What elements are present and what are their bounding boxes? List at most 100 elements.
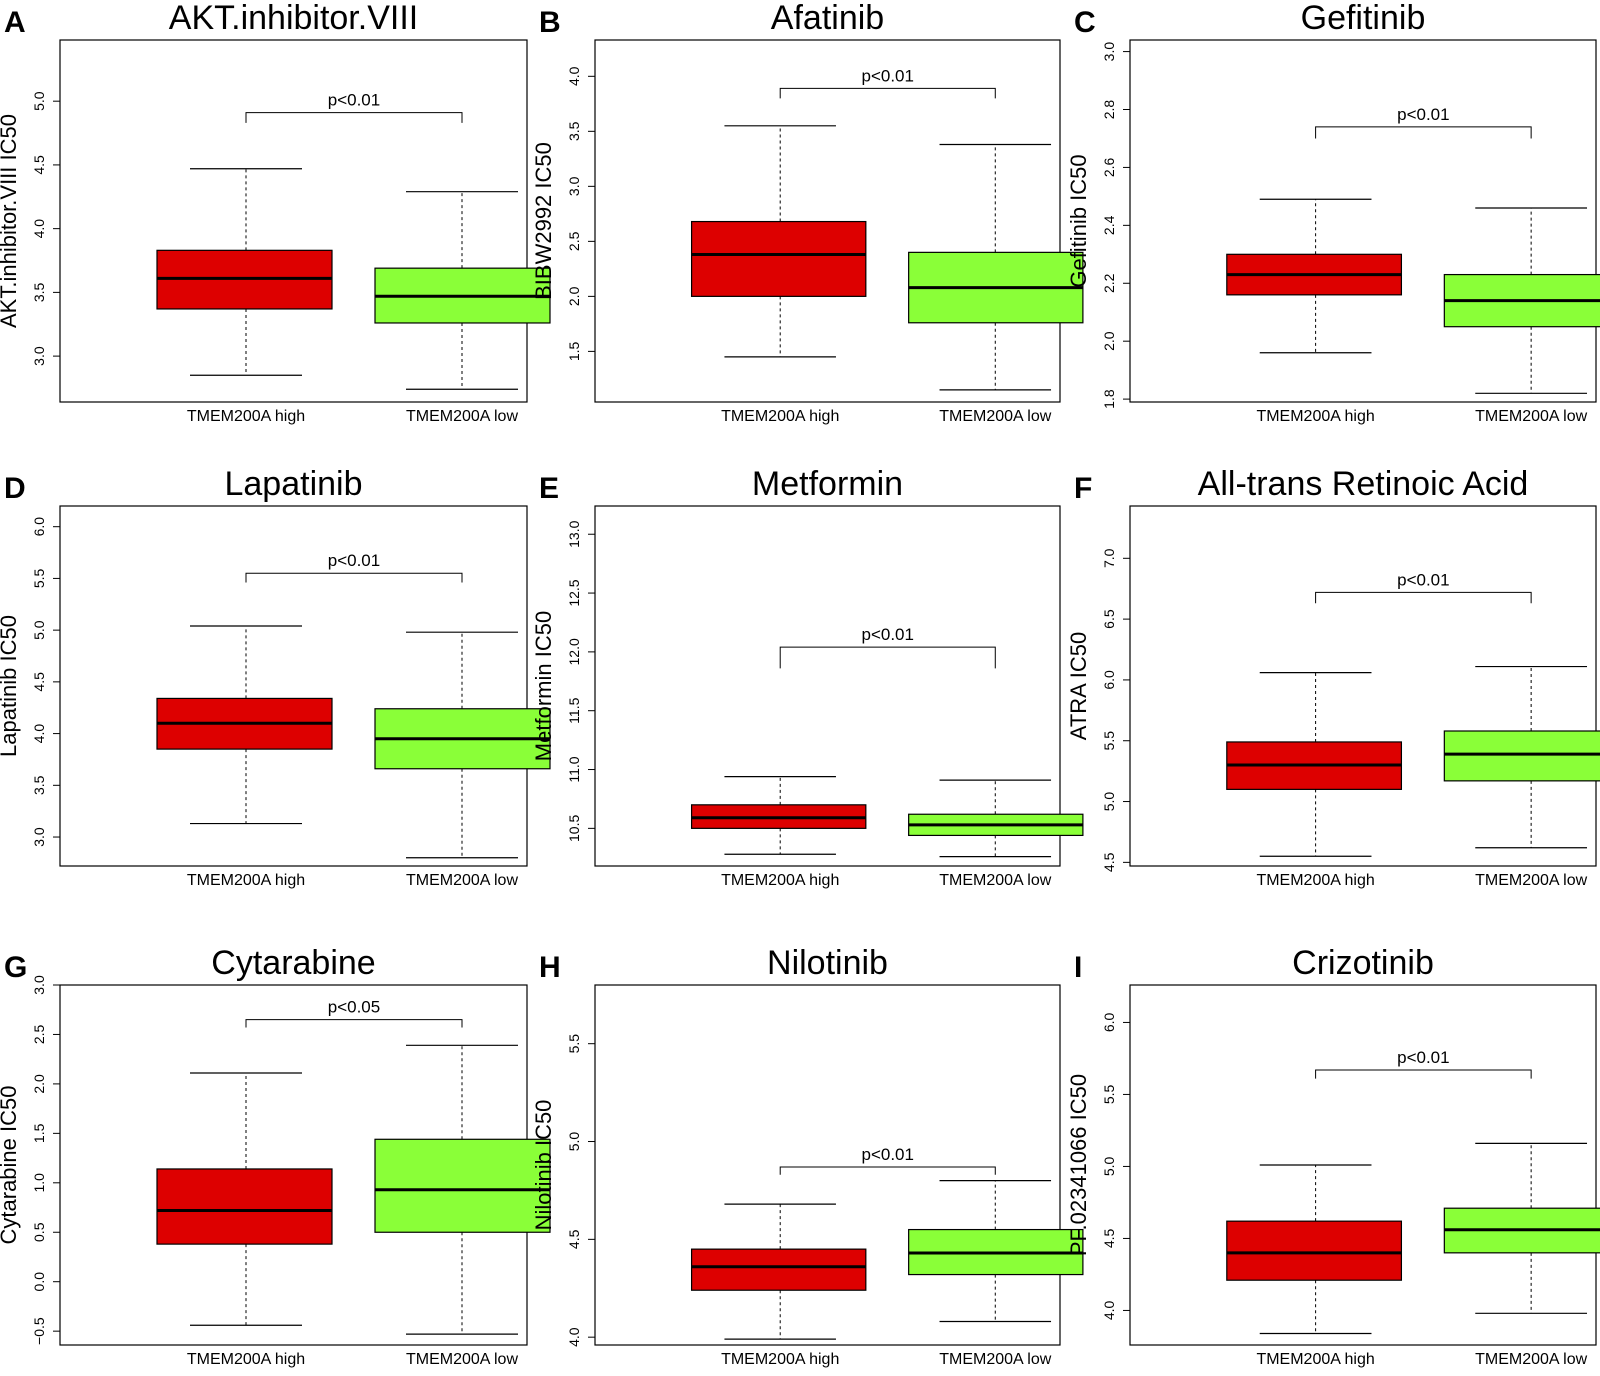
- panel-title: Crizotinib: [1292, 944, 1434, 982]
- plot-frame: [594, 984, 1061, 1346]
- y-tick-label: 5.0: [1101, 1156, 1117, 1176]
- panel-letter: E: [539, 472, 559, 505]
- panel-a: A AKT.inhibitor.VIII AKT.inhibitor.VIII IC…: [0, 0, 551, 425]
- box-high: [1226, 198, 1403, 354]
- y-tick-label: 5.5: [1101, 731, 1117, 751]
- y-tick-label: 5.5: [566, 1034, 582, 1054]
- box-high: [1226, 672, 1403, 857]
- y-tick-label: 3.5: [31, 282, 47, 302]
- panel-letter: F: [1074, 472, 1092, 505]
- p-value-label: p<0.01: [1397, 105, 1449, 124]
- p-value-label: p<0.01: [328, 551, 380, 570]
- y-tick-label: 6.0: [1101, 670, 1117, 690]
- y-tick-label: 0.5: [31, 1222, 47, 1242]
- y-tick-label: 2.0: [566, 286, 582, 306]
- plot-frame: [1129, 39, 1597, 403]
- y-tick-label: 1.0: [31, 1173, 47, 1193]
- box-low: [908, 1180, 1084, 1323]
- significance-bracket: [245, 1019, 463, 1028]
- y-tick-label: 7.0: [1101, 548, 1117, 568]
- significance-bracket: [245, 112, 463, 123]
- p-value-label: p<0.01: [861, 66, 913, 85]
- panel-letter: D: [4, 472, 26, 505]
- panel-b: B Afatinib BIBW2992 IC50 1.5 2.0 2.5 3.0 3.5 4.0…: [531, 0, 1084, 425]
- p-value-label: p<0.01: [1397, 1048, 1449, 1067]
- x-tick-label: TMEM200A low: [406, 1351, 518, 1368]
- y-tick-label: 4.0: [566, 66, 582, 86]
- box-low: [1443, 1142, 1600, 1314]
- box-high: [1226, 1164, 1403, 1335]
- x-tick-label: TMEM200A high: [187, 1351, 305, 1368]
- box-low: [1443, 207, 1600, 394]
- plot-frame: [594, 505, 1061, 867]
- panel-letter: I: [1074, 951, 1082, 984]
- y-axis-label: Lapatinib IC50: [0, 615, 21, 757]
- box-high: [156, 625, 333, 825]
- y-tick-label: 1.8: [1101, 389, 1117, 409]
- y-tick-label: 1.5: [31, 1123, 47, 1143]
- x-tick-label: TMEM200A low: [1475, 408, 1587, 425]
- plot-frame: [59, 505, 528, 867]
- plot-frame: [1129, 505, 1597, 867]
- y-tick-label: 4.0: [31, 724, 47, 744]
- panel-title: Gefitinib: [1301, 0, 1426, 37]
- x-tick-label: TMEM200A low: [1475, 1351, 1587, 1368]
- y-tick-label: 12.5: [566, 579, 582, 606]
- panel-letter: B: [539, 6, 561, 39]
- panel-title: AKT.inhibitor.VIII: [169, 0, 418, 37]
- panel-title: All-trans Retinoic Acid: [1198, 465, 1529, 503]
- box-low: [374, 631, 551, 859]
- box-high: [690, 775, 867, 855]
- box-iqr: [690, 220, 867, 297]
- p-value-label: p<0.01: [328, 91, 380, 110]
- significance-bracket: [1315, 126, 1532, 139]
- panel-e: E Metformin Metformin IC50 10.5 11.0 11.5 12.0…: [531, 465, 1084, 889]
- y-tick-label: 6.0: [1101, 1012, 1117, 1032]
- significance-bracket: [1315, 1069, 1532, 1079]
- y-tick-label: 2.0: [31, 1074, 47, 1094]
- p-value-label: p<0.01: [861, 625, 913, 644]
- panel-d: D Lapatinib Lapatinib IC50 3.0 3.5 4.0 4.5 5.0 5…: [0, 465, 551, 889]
- panel-title: Lapatinib: [224, 465, 362, 503]
- y-axis-label: AKT.inhibitor.VIII IC50: [0, 114, 21, 328]
- y-tick-label: 6.0: [31, 517, 47, 537]
- significance-bracket: [1315, 591, 1532, 604]
- p-value-label: p<0.05: [328, 998, 380, 1017]
- panel-i: I Crizotinib PF.02341066 IC50 4.0 4.5 5.0 5.5 6…: [1066, 944, 1600, 1368]
- p-value-label: p<0.01: [1397, 570, 1449, 589]
- significance-bracket: [245, 572, 463, 583]
- y-axis-label: Metformin IC50: [531, 611, 556, 761]
- x-tick-label: TMEM200A high: [1256, 872, 1374, 889]
- box-high: [156, 168, 333, 376]
- y-tick-label: 2.5: [31, 1025, 47, 1045]
- y-axis-label: PF.02341066 IC50: [1066, 1074, 1091, 1256]
- y-tick-label: 5.5: [31, 568, 47, 588]
- y-tick-label: 3.0: [31, 975, 47, 995]
- y-tick-label: 2.0: [1101, 331, 1117, 351]
- box-high: [690, 125, 867, 358]
- panel-letter: H: [539, 951, 561, 984]
- x-tick-label: TMEM200A high: [1256, 408, 1374, 425]
- significance-bracket: [779, 646, 996, 669]
- panel-c: C Gefitinib Gefitinib IC50 1.8 2.0 2.2 2.4 2.6 2…: [1066, 0, 1600, 425]
- x-tick-label: TMEM200A low: [939, 872, 1051, 889]
- panel-letter: A: [4, 6, 26, 39]
- y-tick-label: 11.0: [566, 756, 582, 782]
- y-tick-label: 5.5: [1101, 1084, 1117, 1104]
- x-tick-label: TMEM200A high: [721, 872, 839, 889]
- y-axis-label: Gefitinib IC50: [1066, 154, 1091, 287]
- y-tick-label: −0.5: [31, 1317, 47, 1345]
- y-tick-label: 4.0: [566, 1327, 582, 1347]
- x-tick-label: TMEM200A low: [406, 872, 518, 889]
- x-tick-label: TMEM200A low: [939, 408, 1051, 425]
- plot-frame: [59, 39, 528, 403]
- p-value-label: p<0.01: [861, 1145, 913, 1164]
- y-tick-label: 3.5: [566, 121, 582, 141]
- y-tick-label: 3.5: [31, 775, 47, 795]
- y-tick-label: 2.8: [1101, 100, 1117, 120]
- box-low: [374, 1044, 551, 1335]
- y-tick-label: 12.0: [566, 638, 582, 665]
- y-tick-label: 3.0: [31, 827, 47, 847]
- box-high: [156, 1072, 333, 1326]
